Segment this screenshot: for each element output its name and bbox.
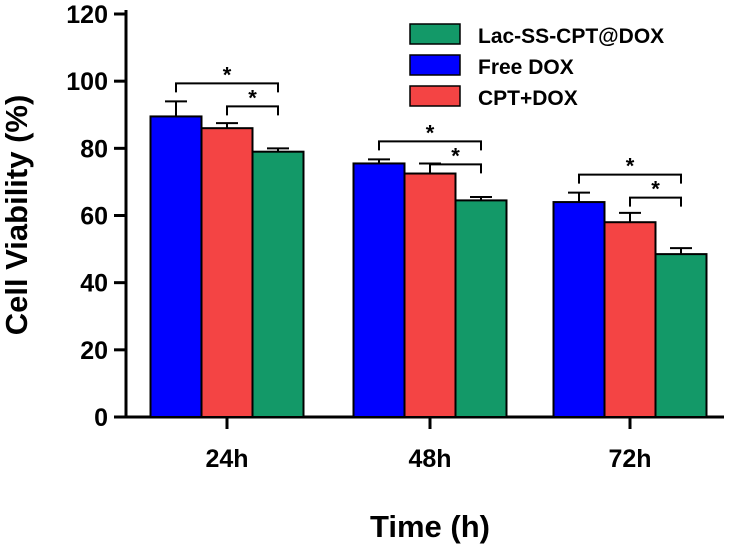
axes-group: 0 20 40 60 80 100 120 24h 48h 72h [66,1,724,473]
bar [200,127,254,419]
significance-bracket [578,173,682,184]
x-tick-label: 48h [408,445,451,473]
y-axis-title: Cell Viability (%) [0,95,34,336]
bar [552,201,606,418]
x-axis-title: Time (h) [370,509,490,544]
bar [454,199,508,418]
y-tick-label: 120 [66,1,108,29]
bar [352,162,406,418]
significance-star: * [626,154,635,179]
legend-swatch [409,85,461,107]
significance-bracket [378,140,482,151]
significance-bracket [175,82,279,93]
bars-group [149,115,708,419]
bar [149,115,203,418]
significance-star: * [223,62,232,87]
y-tick-label: 80 [80,135,108,163]
y-tick-label: 100 [66,68,108,96]
y-tick-label: 40 [80,270,108,298]
legend-label: Free DOX [478,56,574,79]
significance-star: * [451,143,460,168]
bar [403,172,457,418]
y-tick-label: 20 [80,337,108,365]
significance-bracket [629,196,682,207]
significance-star: * [426,120,435,145]
significance-star: * [651,177,660,202]
x-tick-label: 72h [608,445,651,473]
bar [251,150,305,418]
legend-swatch [409,23,461,45]
y-tick-label: 0 [94,404,108,432]
legend: Lac-SS-CPT@DOX Free DOX CPT+DOX [409,23,664,110]
significance-group: * * * * * * [175,62,682,207]
significance-bracket [226,105,279,116]
x-tick-label: 24h [205,445,248,473]
legend-label: CPT+DOX [478,87,578,110]
significance-star: * [248,85,257,110]
significance-bracket [429,163,482,174]
y-tick-label: 60 [80,203,108,231]
bar [654,253,708,418]
legend-swatch [409,54,461,76]
bar [603,221,657,418]
legend-label: Lac-SS-CPT@DOX [478,25,664,48]
